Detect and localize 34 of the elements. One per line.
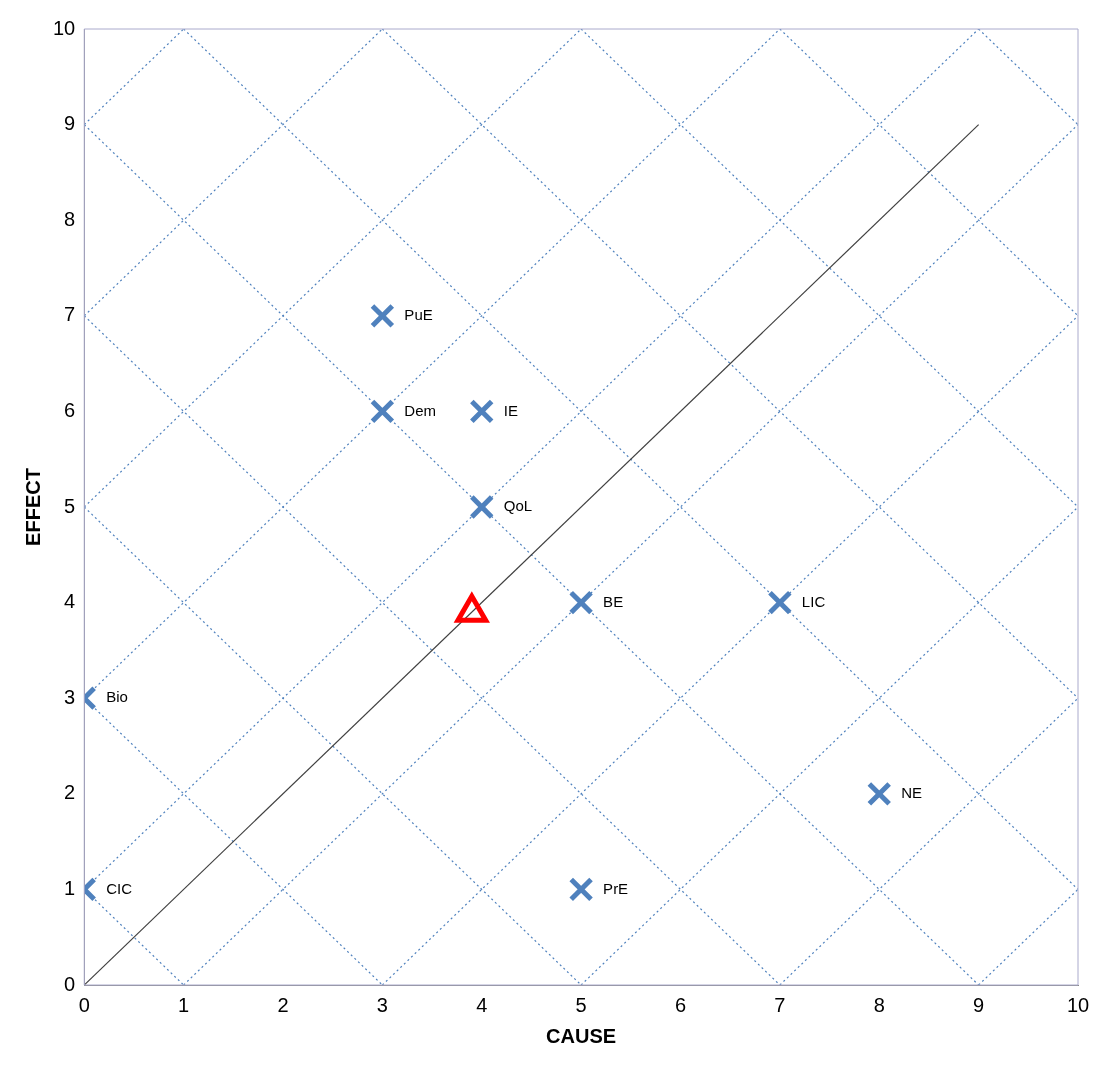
y-tick-label: 6 — [64, 398, 76, 421]
y-tick-label: 7 — [64, 303, 76, 326]
data-label: CIC — [106, 879, 133, 897]
y-tick-label: 4 — [64, 590, 76, 613]
x-tick-label: 9 — [973, 993, 985, 1016]
x-tick-label: 6 — [674, 993, 687, 1016]
x-tick-label: 10 — [1066, 993, 1090, 1016]
data-label: QoL — [503, 497, 533, 515]
data-label: PrE — [603, 879, 629, 897]
x-tick-label: 7 — [774, 993, 786, 1016]
x-tick-label: 1 — [178, 993, 190, 1016]
y-tick-label: 1 — [64, 876, 76, 899]
y-tick-label: 5 — [64, 494, 76, 517]
y-tick-label: 2 — [64, 781, 76, 804]
x-tick-label: 3 — [376, 993, 388, 1016]
data-label: Dem — [404, 401, 437, 419]
y-tick-label: 3 — [64, 685, 76, 708]
y-tick-label: 8 — [64, 207, 76, 230]
data-label: LIC — [801, 592, 826, 610]
x-tick-label: 2 — [277, 993, 289, 1016]
y-tick-label: 0 — [64, 972, 76, 995]
y-tick-label: 10 — [53, 16, 76, 39]
y-tick-label: 9 — [64, 112, 76, 135]
y-axis-title: EFFECT — [21, 468, 44, 546]
data-label: IE — [503, 401, 518, 419]
x-tick-label: 5 — [575, 993, 587, 1016]
x-axis-title: CAUSE — [546, 1024, 617, 1047]
data-label: Bio — [106, 688, 128, 706]
x-tick-label: 0 — [78, 993, 90, 1016]
x-tick-label: 4 — [476, 993, 488, 1016]
data-label: NE — [901, 783, 923, 801]
data-label: BE — [603, 592, 624, 610]
x-tick-label: 8 — [873, 993, 885, 1016]
data-label: PuE — [404, 305, 433, 323]
